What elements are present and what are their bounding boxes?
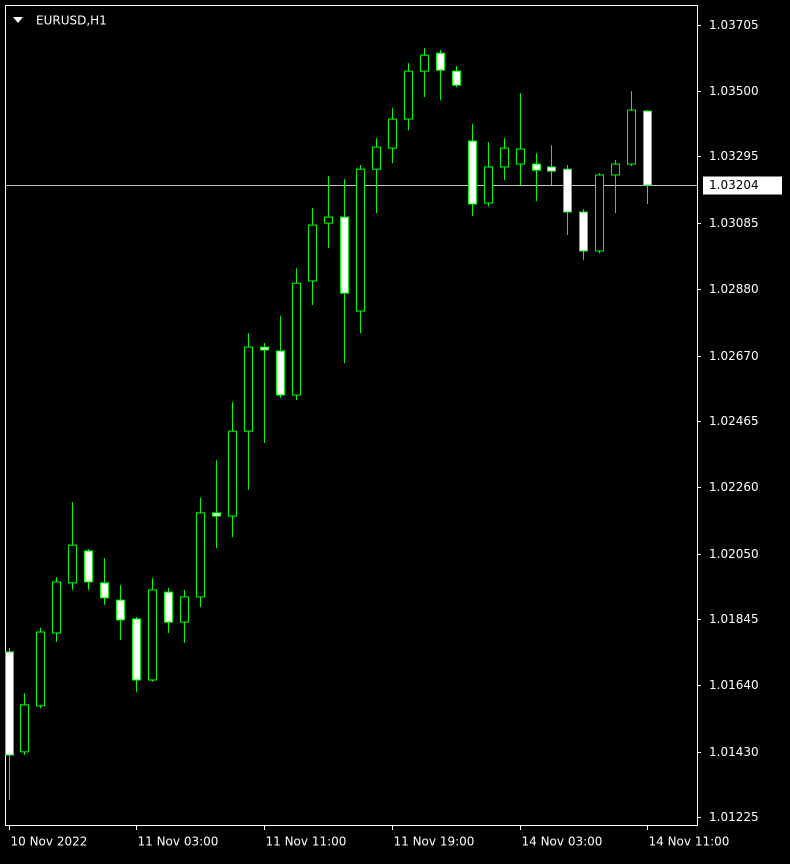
y-tick-label: 1.03295 bbox=[709, 149, 759, 163]
candle-body bbox=[164, 591, 173, 623]
candle-body bbox=[36, 631, 45, 707]
candle-body bbox=[276, 350, 285, 396]
candle-body bbox=[228, 430, 237, 517]
plot-frame bbox=[5, 5, 698, 826]
candle-body bbox=[5, 651, 14, 756]
candle-body bbox=[52, 581, 61, 634]
y-tick-label: 1.01430 bbox=[709, 745, 759, 759]
candle-body bbox=[212, 512, 221, 517]
candle-body bbox=[68, 544, 77, 584]
y-tick-label: 1.02050 bbox=[709, 547, 759, 561]
y-tick-label: 1.02670 bbox=[709, 349, 759, 363]
candle-body bbox=[356, 168, 365, 312]
candle-body bbox=[516, 148, 525, 165]
candle-body bbox=[196, 512, 205, 598]
current-price-box bbox=[703, 176, 782, 195]
x-tick-label: 11 Nov 19:00 bbox=[394, 835, 475, 849]
candle-body bbox=[244, 346, 253, 432]
y-tick-label: 1.01640 bbox=[709, 678, 759, 692]
y-tick-label: 1.01225 bbox=[709, 810, 759, 824]
candle-body bbox=[388, 118, 397, 149]
candle-body bbox=[116, 599, 125, 621]
candle-body bbox=[372, 146, 381, 170]
candle-body bbox=[148, 589, 157, 681]
candle-body bbox=[468, 140, 477, 205]
candle-body bbox=[324, 216, 333, 224]
current-price-label: 1.03204 bbox=[709, 178, 759, 192]
candle-body bbox=[547, 166, 556, 172]
x-tick-label: 11 Nov 03:00 bbox=[138, 835, 219, 849]
candle-body bbox=[340, 216, 349, 294]
y-tick-label: 1.01845 bbox=[709, 612, 759, 626]
x-tick-label: 11 Nov 11:00 bbox=[266, 835, 347, 849]
candle-body bbox=[100, 582, 109, 599]
candle-body bbox=[643, 110, 652, 186]
symbol-menu-arrow[interactable] bbox=[13, 17, 23, 23]
chart-title: EURUSD,H1 bbox=[36, 14, 107, 28]
y-tick-label: 1.02880 bbox=[709, 282, 759, 296]
x-tick-label: 14 Nov 03:00 bbox=[522, 835, 603, 849]
candle-body bbox=[132, 618, 141, 681]
candle-body bbox=[611, 163, 620, 176]
y-tick-label: 1.03500 bbox=[709, 84, 759, 98]
candle-body bbox=[484, 166, 493, 204]
candle-body bbox=[500, 147, 509, 168]
candle-body bbox=[627, 109, 636, 165]
y-tick-label: 1.02465 bbox=[709, 414, 759, 428]
candle-body bbox=[532, 163, 541, 171]
x-tick-label: 14 Nov 11:00 bbox=[649, 835, 730, 849]
candle-body bbox=[420, 54, 429, 72]
candle-body bbox=[579, 211, 588, 252]
candle-body bbox=[595, 174, 604, 252]
x-tick-label: 10 Nov 2022 bbox=[11, 835, 88, 849]
candle-body bbox=[563, 168, 572, 213]
candle-body bbox=[452, 70, 461, 86]
candle-body bbox=[20, 704, 29, 753]
y-tick-label: 1.02260 bbox=[709, 480, 759, 494]
candle-body bbox=[292, 282, 301, 396]
candle-body bbox=[436, 52, 445, 71]
candle-body bbox=[260, 346, 269, 351]
candle-body bbox=[404, 70, 413, 120]
y-tick-label: 1.03085 bbox=[709, 216, 759, 230]
candle-body bbox=[308, 224, 317, 282]
y-tick-label: 1.03705 bbox=[709, 18, 759, 32]
candle-body bbox=[84, 550, 93, 583]
candle-body bbox=[180, 596, 189, 623]
